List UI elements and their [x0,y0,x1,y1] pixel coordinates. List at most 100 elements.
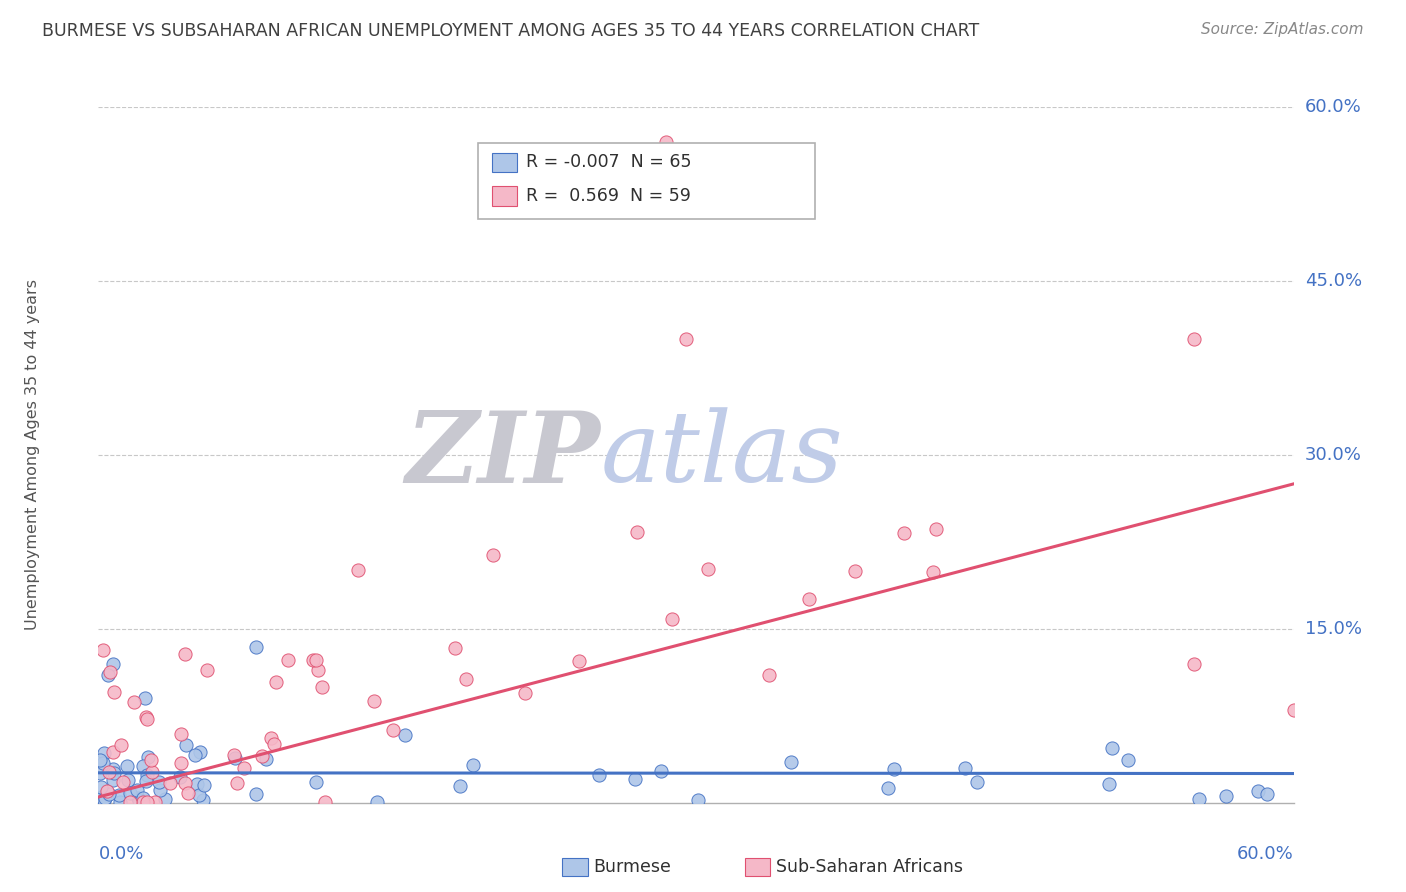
Point [1101,741,1123,756]
Point [877,780,900,795]
Point [444,640,467,655]
Point [184,748,207,763]
Point [127,790,149,805]
Text: atlas: atlas [600,408,844,502]
Point [169,771,191,785]
Point [101,657,124,671]
Point [966,774,988,789]
Point [98,765,121,780]
Point [1215,789,1237,804]
Point [394,728,416,742]
Point [307,663,329,677]
Point [233,761,256,775]
Point [89,790,111,805]
Text: R =  0.569  N = 59: R = 0.569 N = 59 [526,187,690,205]
Point [305,653,328,667]
Point [103,685,125,699]
Text: R = -0.007  N = 65: R = -0.007 N = 65 [526,153,692,171]
Point [108,795,131,809]
Point [1182,657,1205,671]
Text: Source: ZipAtlas.com: Source: ZipAtlas.com [1201,22,1364,37]
Text: 15.0%: 15.0% [1305,620,1361,638]
Point [260,731,283,745]
Point [925,523,948,537]
Point [449,779,471,793]
Point [97,668,120,682]
Point [366,795,388,809]
Point [91,756,114,771]
Point [177,786,200,800]
Point [170,756,193,771]
Point [245,787,267,801]
Text: 0.0%: 0.0% [98,845,143,863]
Point [103,765,125,780]
Point [193,778,215,792]
Point [128,793,150,807]
Point [159,776,181,790]
Point [132,791,155,805]
Point [655,135,678,149]
Point [1247,784,1270,798]
Point [1098,777,1121,791]
Point [103,762,125,776]
Point [90,790,112,805]
Point [127,783,149,797]
Point [98,665,121,680]
Point [136,749,159,764]
Point [153,792,176,806]
Point [89,765,111,780]
Point [661,611,683,625]
Point [696,562,718,576]
Text: 45.0%: 45.0% [1305,272,1362,290]
Point [134,691,156,706]
Point [515,685,537,699]
Point [250,749,273,764]
Point [115,759,138,773]
Point [145,795,167,809]
Point [953,761,976,775]
Point [780,756,803,770]
Point [98,787,121,801]
Point [96,783,118,797]
Point [174,738,197,752]
Text: Burmese: Burmese [593,858,671,876]
Point [186,777,208,791]
Point [799,592,821,607]
Point [1188,791,1211,805]
Point [305,774,328,789]
Point [132,795,155,809]
Point [174,776,197,790]
Point [363,694,385,708]
Point [187,788,209,802]
Text: 30.0%: 30.0% [1305,446,1361,464]
Point [188,745,211,759]
Point [758,668,780,682]
Point [170,727,193,741]
Point [135,710,157,724]
Point [191,793,214,807]
Point [149,783,172,797]
Point [482,548,505,562]
Point [174,647,197,661]
Point [347,563,370,577]
Point [381,723,404,738]
Point [1116,753,1139,767]
Point [135,712,157,726]
Point [110,738,132,752]
Point [93,790,115,805]
Point [197,663,219,677]
Text: Unemployment Among Ages 35 to 44 years: Unemployment Among Ages 35 to 44 years [25,279,41,631]
Point [588,768,610,782]
Point [675,332,697,346]
Point [135,768,157,782]
Point [93,642,115,657]
Point [226,776,249,790]
Point [139,753,162,767]
Text: Sub-Saharan Africans: Sub-Saharan Africans [776,858,963,876]
Point [108,788,131,802]
Point [454,672,477,686]
Point [120,785,142,799]
Point [132,759,155,773]
Text: 60.0%: 60.0% [1237,845,1294,863]
Point [650,764,672,779]
